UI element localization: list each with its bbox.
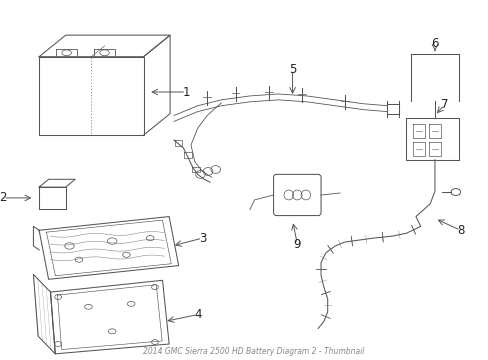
Text: 1: 1: [182, 86, 190, 99]
Text: 5: 5: [288, 63, 296, 76]
Text: 2014 GMC Sierra 2500 HD Battery Diagram 2 - Thumbnail: 2014 GMC Sierra 2500 HD Battery Diagram …: [142, 347, 364, 356]
Text: 4: 4: [194, 308, 201, 321]
Text: 7: 7: [440, 98, 447, 111]
Text: 9: 9: [293, 238, 301, 251]
Text: 8: 8: [456, 224, 463, 237]
Text: 2: 2: [0, 192, 7, 204]
Text: 6: 6: [430, 37, 438, 50]
Text: 3: 3: [198, 231, 205, 245]
